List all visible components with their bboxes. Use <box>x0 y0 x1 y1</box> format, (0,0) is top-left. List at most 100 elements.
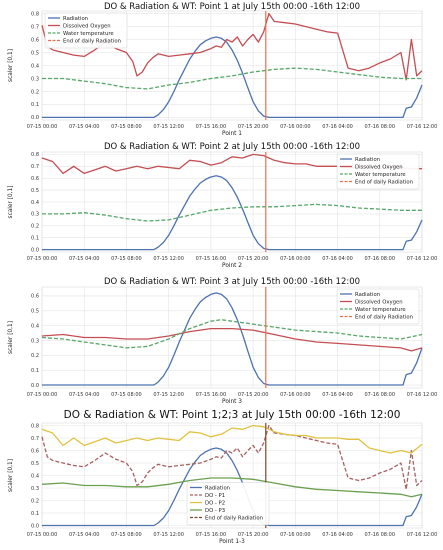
y-tick-label: 0.1 <box>31 511 39 517</box>
x-tick-label: 07-15 08:00 <box>111 532 142 538</box>
legend-label: DO - P2 <box>205 500 225 506</box>
y-axis-label: scaler [0,1] <box>8 49 14 82</box>
x-tick-label: 07-15 00:00 <box>27 256 58 262</box>
x-axis-label: Point 2 <box>222 263 242 269</box>
x-tick-label: 07-15 12:00 <box>153 256 184 262</box>
x-tick-label: 07-15 08:00 <box>111 124 142 130</box>
series-line-wt <box>42 67 422 90</box>
series-line-do_p1 <box>41 424 423 490</box>
x-tick-label: 07-15 04:00 <box>69 256 100 262</box>
x-tick-label: 07-15 12:00 <box>153 532 184 538</box>
x-axis-label: Point 1 <box>222 131 242 137</box>
chart-panel-4: DO & Radiation & WT: Point 1;2;3 at July… <box>8 409 437 545</box>
y-tick-label: 0.3 <box>31 486 39 492</box>
x-tick-label: 07-16 04:00 <box>322 256 353 262</box>
legend-label: Dissolved Oxygen <box>355 164 403 170</box>
x-tick-label: 07-15 00:00 <box>27 124 58 130</box>
legend-label: Water temperature <box>355 172 406 178</box>
y-tick-label: 0.4 <box>31 63 39 69</box>
x-tick-label: 07-16 00:00 <box>280 124 311 130</box>
legend-frame <box>44 12 128 49</box>
legend-label: Water temperature <box>63 31 114 37</box>
legend-label: DO - P3 <box>205 508 225 514</box>
x-tick-label: 07-15 16:00 <box>196 124 227 130</box>
chart-title: DO & Radiation & WT: Point 1;2;3 at July… <box>64 409 401 421</box>
y-tick-label: 0.1 <box>31 236 39 242</box>
legend-label: End of daily Radiation <box>355 314 413 320</box>
y-tick-label: 0.5 <box>31 461 39 467</box>
legend-label: End of daily Radiation <box>205 515 263 521</box>
y-tick-label: 0.4 <box>31 473 39 479</box>
x-tick-label: 07-16 04:00 <box>322 392 353 398</box>
y-tick-label: 0.6 <box>31 176 39 182</box>
legend-label: Radiation <box>205 485 230 491</box>
x-tick-label: 07-15 20:00 <box>238 532 269 538</box>
y-tick-label: 0.8 <box>31 423 39 429</box>
series-line-radiation <box>42 36 423 119</box>
x-tick-label: 07-16 08:00 <box>365 532 396 538</box>
chart-title: DO & Radiation & WT: Point 3 at July 15t… <box>104 277 360 287</box>
legend-frame <box>336 288 420 325</box>
y-tick-label: 0.7 <box>31 436 39 442</box>
x-tick-label: 07-15 16:00 <box>196 256 227 262</box>
y-tick-label: 0.3 <box>31 338 39 344</box>
legend-frame <box>336 153 420 190</box>
x-tick-label: 07-15 04:00 <box>69 392 100 398</box>
series-line-do_p2 <box>41 424 423 454</box>
x-tick-label: 07-15 20:00 <box>238 124 269 130</box>
legend-label: DO - P1 <box>205 493 225 499</box>
x-tick-label: 07-16 12:00 <box>407 256 438 262</box>
x-tick-label: 07-16 12:00 <box>407 532 438 538</box>
x-tick-label: 07-15 16:00 <box>196 392 227 398</box>
x-tick-label: 07-16 08:00 <box>365 392 396 398</box>
x-tick-label: 07-15 04:00 <box>69 532 100 538</box>
legend-label: End of daily Radiation <box>355 179 413 185</box>
y-tick-label: 0.1 <box>31 368 39 374</box>
chart-title: DO & Radiation & WT: Point 1 at July 15t… <box>104 2 360 12</box>
y-tick-label: 0.0 <box>31 383 39 389</box>
x-tick-label: 07-16 08:00 <box>365 256 396 262</box>
series-line-radiation <box>42 175 423 251</box>
y-tick-label: 0.0 <box>31 115 39 121</box>
series-line-radiation <box>42 447 423 527</box>
y-axis-label: scaler [0,1] <box>8 321 14 354</box>
plot-area <box>41 422 423 529</box>
x-tick-label: 07-15 12:00 <box>153 124 184 130</box>
y-tick-label: 0.5 <box>31 188 39 194</box>
y-tick-label: 0.0 <box>31 247 39 253</box>
x-tick-label: 07-15 08:00 <box>111 392 142 398</box>
x-tick-label: 07-15 20:00 <box>238 256 269 262</box>
legend-frame <box>186 482 270 526</box>
series-line-wt <box>41 319 423 349</box>
x-tick-label: 07-15 08:00 <box>111 256 142 262</box>
y-tick-label: 0.6 <box>31 37 39 43</box>
x-tick-label: 07-15 16:00 <box>196 532 227 538</box>
series-line-wt <box>42 203 422 222</box>
plot-area <box>41 151 423 253</box>
chart-title: DO & Radiation & WT: Point 2 at July 15t… <box>104 142 360 152</box>
legend-label: Water temperature <box>355 307 406 313</box>
y-tick-label: 0.2 <box>31 498 39 504</box>
x-axis-label: Point 1-3 <box>219 539 245 545</box>
y-tick-label: 0.2 <box>31 89 39 95</box>
legend-label: Radiation <box>355 157 380 163</box>
y-tick-label: 0.4 <box>31 200 39 206</box>
y-tick-label: 0.2 <box>31 224 39 230</box>
x-tick-label: 07-16 04:00 <box>322 124 353 130</box>
y-axis-label: scaler [0,1] <box>8 186 14 219</box>
x-tick-label: 07-15 20:00 <box>238 392 269 398</box>
y-tick-label: 0.1 <box>31 102 39 108</box>
legend-label: Radiation <box>63 16 88 22</box>
y-tick-label: 0.7 <box>31 24 39 30</box>
y-tick-label: 0.7 <box>31 164 39 170</box>
x-tick-label: 07-15 04:00 <box>69 124 100 130</box>
x-tick-label: 07-16 00:00 <box>280 256 311 262</box>
plot-area <box>41 10 423 121</box>
chart-panel-2: DO & Radiation & WT: Point 2 at July 15t… <box>8 142 437 269</box>
series-line-radiation <box>42 292 423 386</box>
y-tick-label: 0.6 <box>31 448 39 454</box>
x-tick-label: 07-15 00:00 <box>27 392 58 398</box>
